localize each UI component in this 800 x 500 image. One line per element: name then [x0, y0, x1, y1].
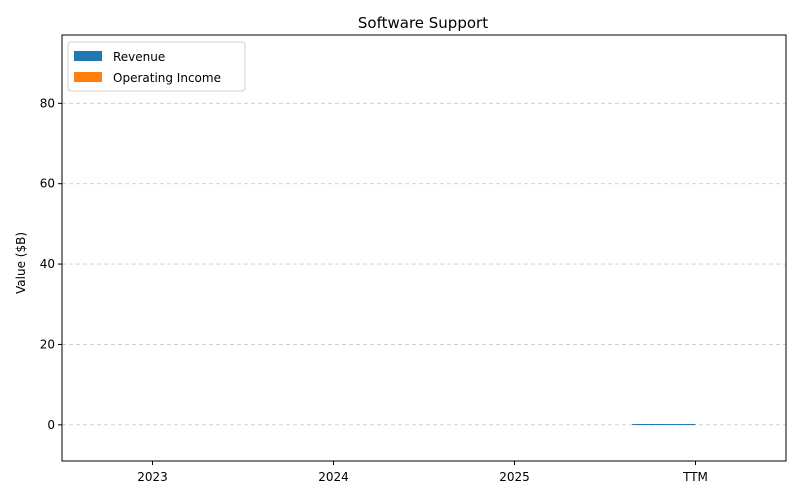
bar-revenue-ttm	[632, 424, 696, 426]
chart-title: Software Support	[358, 14, 488, 32]
y-axis-ticks: 0 20 40 60 80	[40, 96, 62, 432]
y-tick-label-3: 60	[40, 177, 55, 191]
legend-label-0: Revenue	[113, 50, 165, 64]
legend-box	[67, 41, 246, 92]
x-axis-ticks: 2023 2024 2025 TTM	[137, 461, 708, 484]
x-tick-label-2: 2025	[499, 470, 530, 484]
y-axis-label: Value ($B)	[14, 232, 28, 294]
y-tick-label-1: 20	[40, 337, 55, 351]
y-tick-label-2: 40	[40, 257, 55, 271]
y-tick-label-4: 80	[40, 96, 55, 110]
plot-frame	[61, 34, 787, 462]
x-tick-label-1: 2024	[318, 470, 349, 484]
legend-swatch-1	[74, 72, 102, 82]
grid-lines	[62, 102, 786, 426]
y-tick-label-0: 0	[47, 418, 55, 432]
x-tick-label-3: TTM	[682, 470, 708, 484]
legend-label-1: Operating Income	[113, 71, 221, 85]
bars	[632, 424, 696, 426]
legend-swatch-0	[74, 51, 102, 61]
x-tick-label-0: 2023	[137, 470, 168, 484]
legend: Revenue Operating Income	[67, 41, 246, 92]
